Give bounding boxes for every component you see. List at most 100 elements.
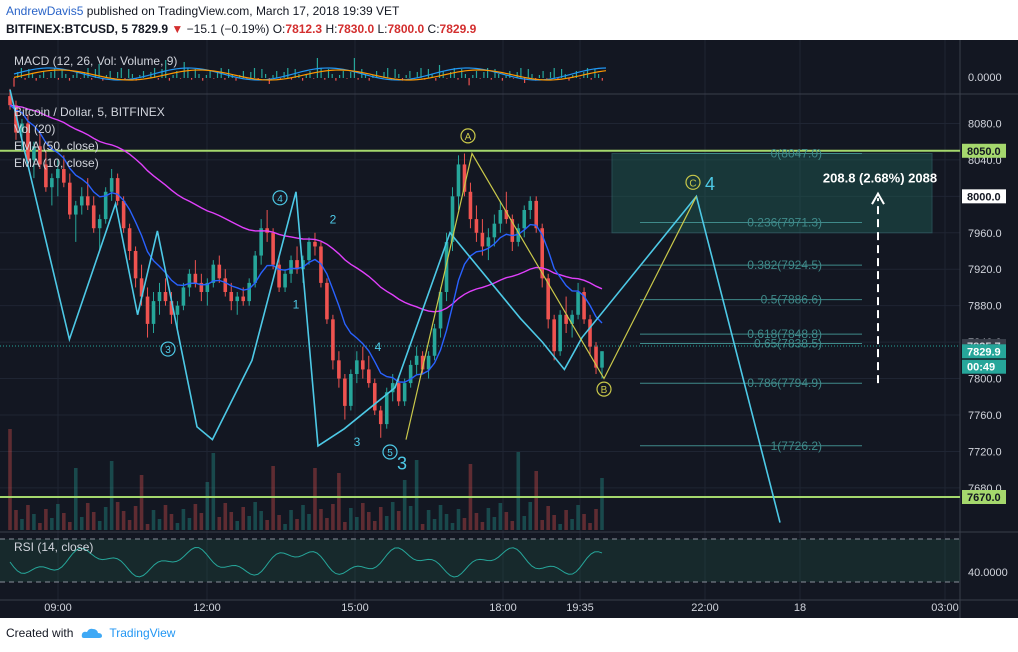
wave-label-7: 3 [397,454,407,474]
candle [522,210,527,229]
price-label-box-1 [962,189,1006,204]
time-tick-6: 18 [794,602,806,614]
candle [109,178,114,192]
candle [50,178,54,188]
candle [73,205,78,215]
chart-canvas[interactable]: 208.8 (2.68%) 2088 0(8047.0) 0.236(7971.3… [0,40,1018,618]
macd-pane [13,58,607,87]
volume-bar [223,503,228,530]
time-tick-7: 03:00 [931,602,959,614]
volume-bar [319,509,323,530]
candle [372,383,377,411]
volume-bar [325,518,329,530]
volume-bar [91,512,96,530]
candle [241,296,246,302]
volume-bar [277,515,281,530]
author-link[interactable]: AndrewDavis5 [6,4,84,18]
candle [576,292,580,315]
volume-bar [121,511,126,530]
candle [343,378,347,406]
volume-bar [480,522,485,530]
candle [283,273,287,288]
footer: Created with TradingView [6,626,175,640]
volume-bar [205,482,210,530]
tradingview-brand[interactable]: TradingView [81,626,175,640]
candle [169,301,174,315]
candle [516,228,521,242]
volume-bar [576,505,580,530]
candle [295,260,299,270]
volume-bar [426,510,431,530]
created-with-text: Created with [6,626,74,640]
volume-bar [163,505,168,530]
volume-bar [44,509,48,530]
indicator-legend-2: EMA (10, close) [14,156,99,170]
candle [127,228,132,251]
volume-bar [361,503,365,530]
volume-bar [79,517,84,530]
candle [528,200,533,210]
volume-bar [408,506,413,530]
candle [534,200,539,229]
rsi-pane [0,538,960,583]
ema-50-line [9,104,603,313]
time-tick-1: 12:00 [193,602,221,614]
candle [289,260,293,274]
candle [56,169,60,179]
wave-label-3: 2 [330,213,337,227]
time-tick-2: 15:00 [341,602,369,614]
candle [456,164,461,197]
volume-bar [372,521,377,530]
price-tick-5: 7880.0 [968,301,1002,313]
volume-bar [50,518,54,530]
volume-bar [62,513,66,530]
volume-bar [378,507,383,530]
ema-10-line [9,104,603,383]
volume-bar [450,523,455,530]
volume-bar [259,511,263,530]
volume-bar [349,508,353,530]
volume-bar [68,522,72,530]
volume-bar [187,518,192,530]
volume-bar [313,468,317,530]
candle [564,314,568,324]
candle [331,319,335,361]
rsi-tick: 40.0000 [968,567,1008,579]
legends: MACD (12, 26, Vol: Volume, 9) Bitcoin / D… [14,54,177,554]
volume-bar [85,503,90,530]
candle [91,205,96,229]
candle [492,223,497,238]
open-value: 7812.3 [285,22,323,36]
volume-bar [504,512,509,530]
candle [235,296,240,302]
candle [68,182,72,215]
close-value: 7829.9 [439,22,477,36]
candle [205,282,210,292]
candle [588,319,592,347]
wave-label-6: 5 [387,448,393,459]
volume-bar [462,518,467,530]
candles [8,88,604,438]
candle [145,296,150,324]
fib-label-4: 0.618(7848.8) [747,327,822,341]
candle [193,273,198,283]
candle [468,191,473,220]
volume-bar [331,504,335,530]
macd-line [13,67,607,81]
fib-label-5: 0.65(7838.5) [754,336,822,350]
high-value: 7830.0 [337,22,375,36]
wave-label-1: 4 [277,194,283,205]
volume-bar [115,502,120,530]
pane-separators [0,40,1018,618]
publish-info: AndrewDavis5 published on TradingView.co… [6,4,399,18]
candle [259,228,263,256]
volume-bar [283,524,287,530]
volume-bar [528,502,533,530]
candle [199,282,204,292]
volume-bar [414,460,419,530]
price-tick-4: 7920.0 [968,264,1002,276]
volume-bar [546,506,550,530]
chart-background [0,40,1018,618]
wave-label-9: B [601,385,608,396]
volume-bar [301,505,305,530]
